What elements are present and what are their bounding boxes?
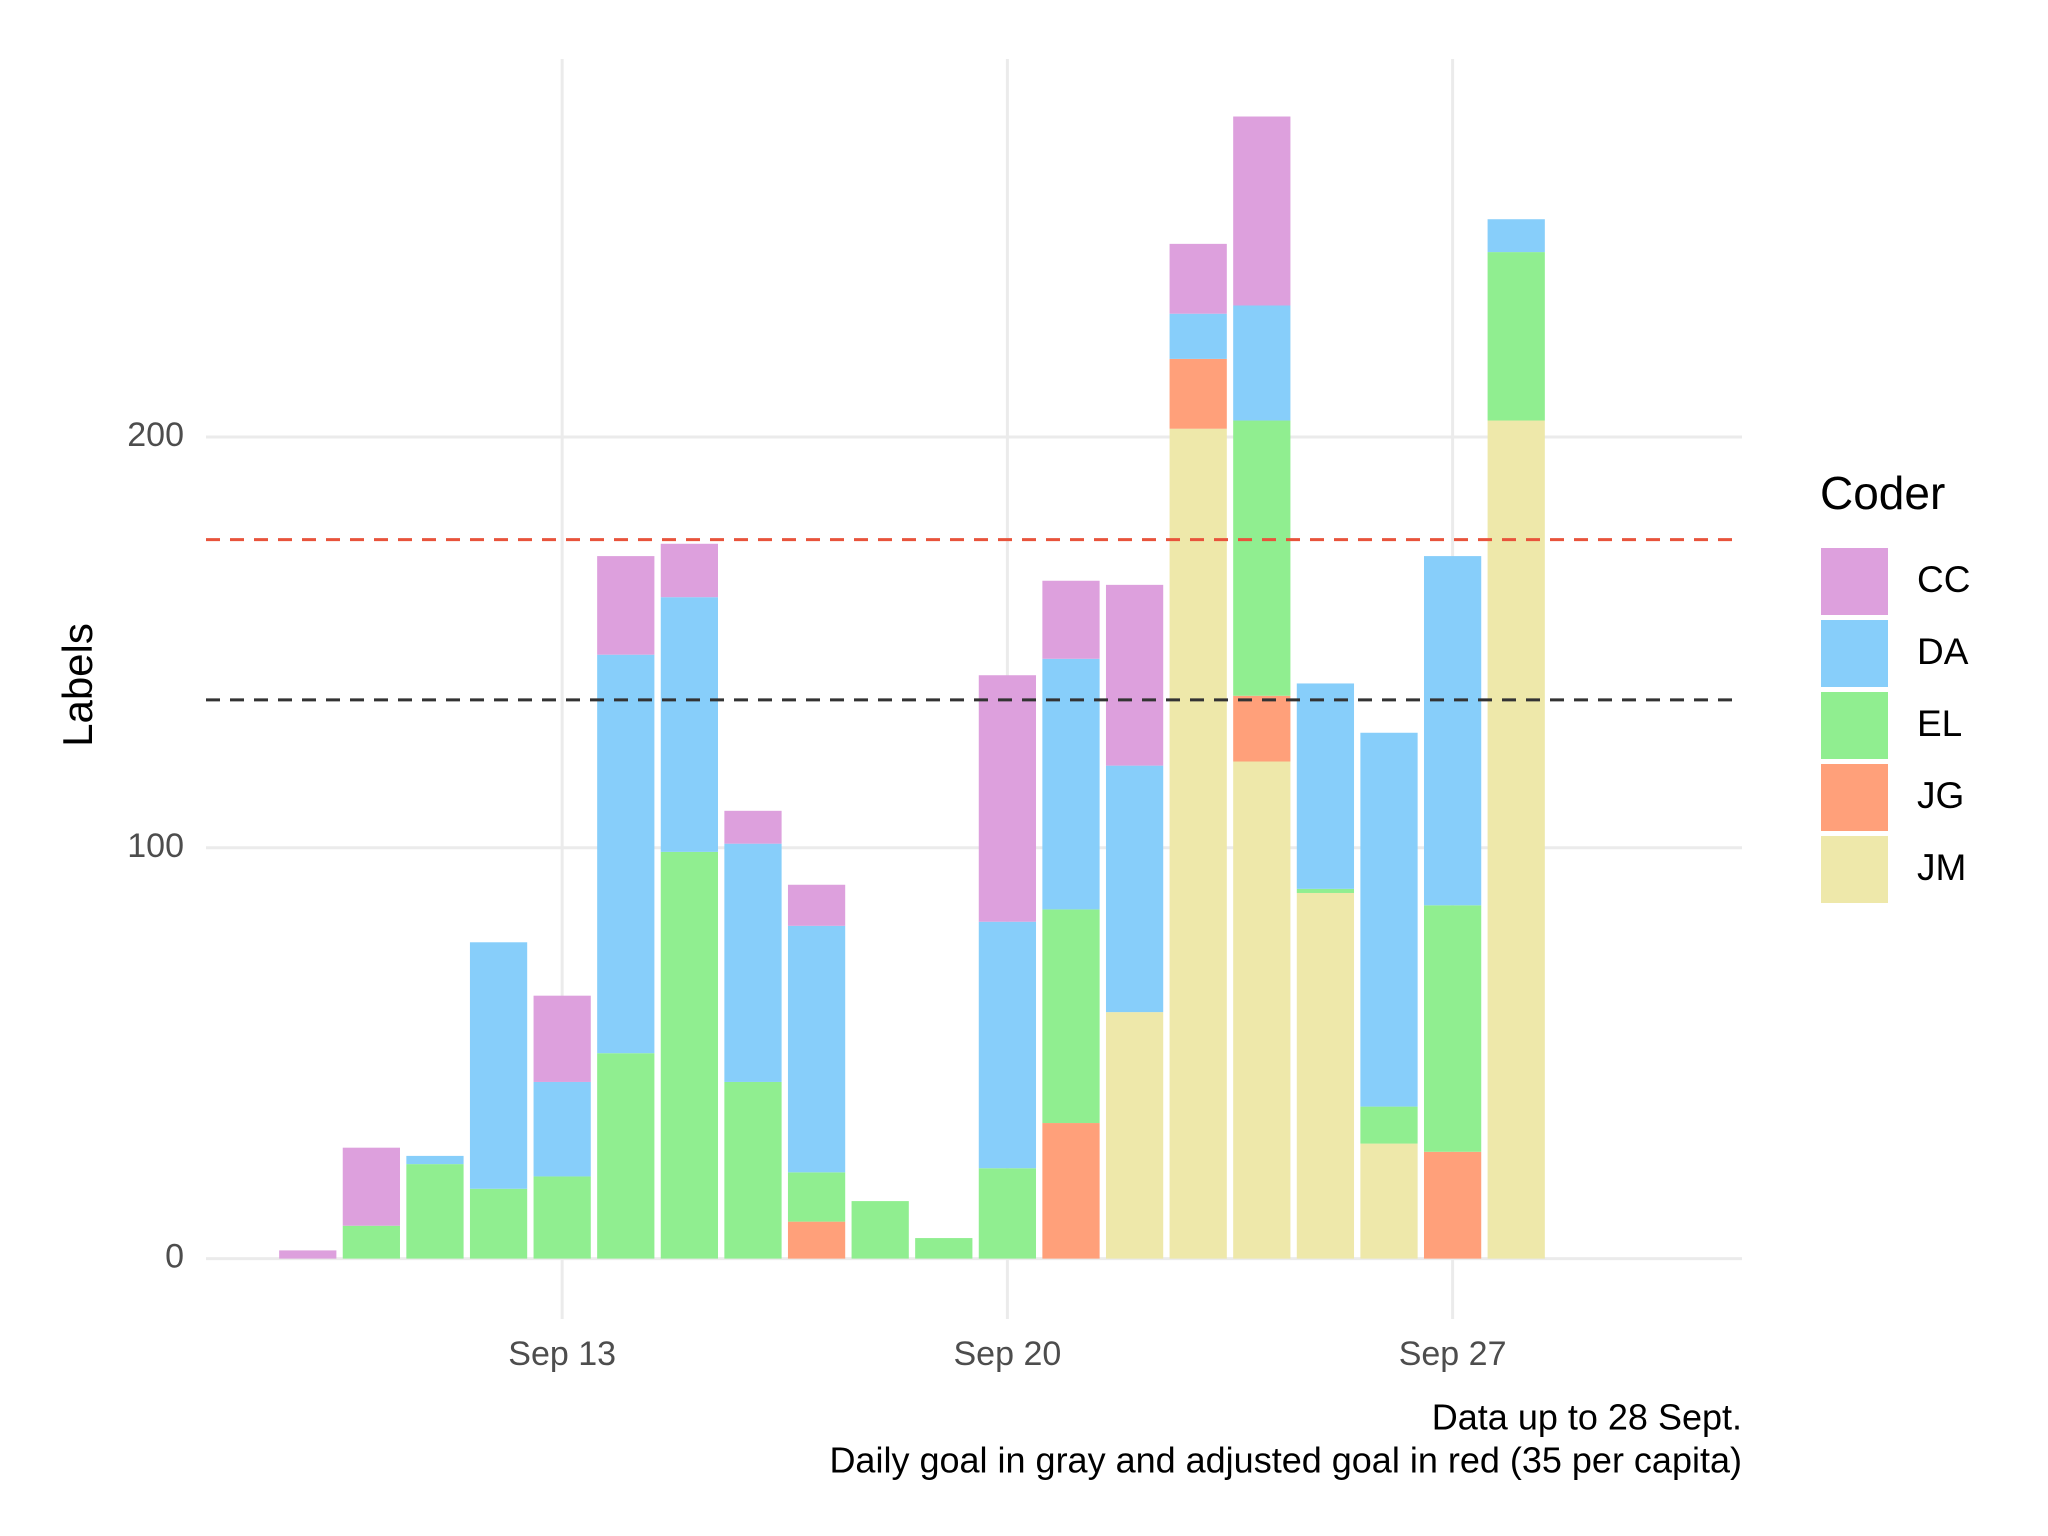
bar-segment (342, 1147, 400, 1226)
legend-swatch (1821, 692, 1888, 759)
bar-segment (1360, 732, 1418, 1107)
bar-segment (406, 1164, 464, 1259)
bar-segment (1360, 1106, 1418, 1144)
legend-label: EL (1917, 703, 1962, 744)
bar-segment (469, 1188, 528, 1259)
bar-segment (978, 675, 1037, 922)
bar-segment (724, 1081, 782, 1259)
y-tick-label: 100 (127, 827, 184, 865)
x-tick-label: Sep 13 (508, 1335, 616, 1373)
bar-segment (1423, 556, 1482, 906)
bar-segment (1169, 358, 1227, 429)
bar-segment (1487, 420, 1545, 1259)
legend-swatch (1821, 620, 1888, 687)
bar-segment (1233, 761, 1291, 1259)
x-tick-label: Sep 27 (1399, 1335, 1507, 1373)
bar-segment (1169, 428, 1227, 1259)
bar-segment (1042, 658, 1100, 910)
bar-segment (1360, 1143, 1418, 1259)
bar-segment (1105, 1012, 1164, 1259)
bar-segment (915, 1238, 973, 1259)
bar-segment (1233, 116, 1291, 306)
legend-label: CC (1917, 559, 1970, 600)
bar-segment (533, 995, 591, 1082)
bar-segment (1169, 313, 1227, 359)
bar-segment (851, 1201, 909, 1259)
y-tick-label: 200 (127, 416, 184, 454)
bar-segment (1169, 243, 1227, 314)
x-tick-label: Sep 20 (954, 1335, 1062, 1373)
bar-segment (787, 1221, 846, 1259)
bar-segment (1296, 683, 1355, 889)
bar-segment (1233, 420, 1291, 696)
bar-segment (1423, 1151, 1482, 1259)
bar-segment (1487, 252, 1545, 421)
legend-swatch (1821, 764, 1888, 831)
bar-segment (597, 1053, 655, 1259)
bar-segment (1296, 892, 1355, 1259)
bar-segment (660, 851, 718, 1259)
bar-segment (342, 1225, 400, 1259)
bar-segment (660, 543, 718, 598)
bar-segment (1105, 584, 1164, 766)
y-tick-label: 0 (165, 1238, 184, 1276)
bar-segment (978, 921, 1037, 1169)
caption: Data up to 28 Sept. (1432, 1397, 1742, 1438)
bar-segment (406, 1155, 464, 1165)
legend-label: JM (1917, 847, 1966, 888)
bar-segment (1233, 305, 1291, 421)
legend-title: Coder (1820, 467, 1945, 519)
bar-segment (469, 942, 528, 1189)
bar-segment (1105, 765, 1164, 1013)
y-axis-title: Labels (54, 623, 101, 747)
bar-segment (597, 654, 655, 1054)
bar-segment (724, 843, 782, 1082)
bar-segment (533, 1081, 591, 1177)
caption: Daily goal in gray and adjusted goal in … (829, 1440, 1742, 1481)
bar-segment (787, 884, 846, 926)
bar-segment (1233, 695, 1291, 762)
bar-segment (597, 556, 655, 655)
bar-segment (787, 1172, 846, 1222)
bar-segment (1042, 580, 1100, 659)
bar-segment (1487, 219, 1545, 253)
bar-segment (533, 1176, 591, 1259)
legend-swatch (1821, 548, 1888, 615)
bar-segment (1042, 909, 1100, 1124)
legend-label: JG (1917, 775, 1964, 816)
bar-segment (1042, 1123, 1100, 1259)
bar-segment (978, 1168, 1037, 1259)
bar-segment (1423, 905, 1482, 1152)
legend-swatch (1821, 836, 1888, 903)
bar-segment (724, 810, 782, 844)
bar-segment (660, 597, 718, 852)
bar-segment (787, 925, 846, 1173)
legend-label: DA (1917, 631, 1969, 672)
bar-segment (279, 1250, 337, 1259)
bar-segment (1296, 888, 1355, 893)
